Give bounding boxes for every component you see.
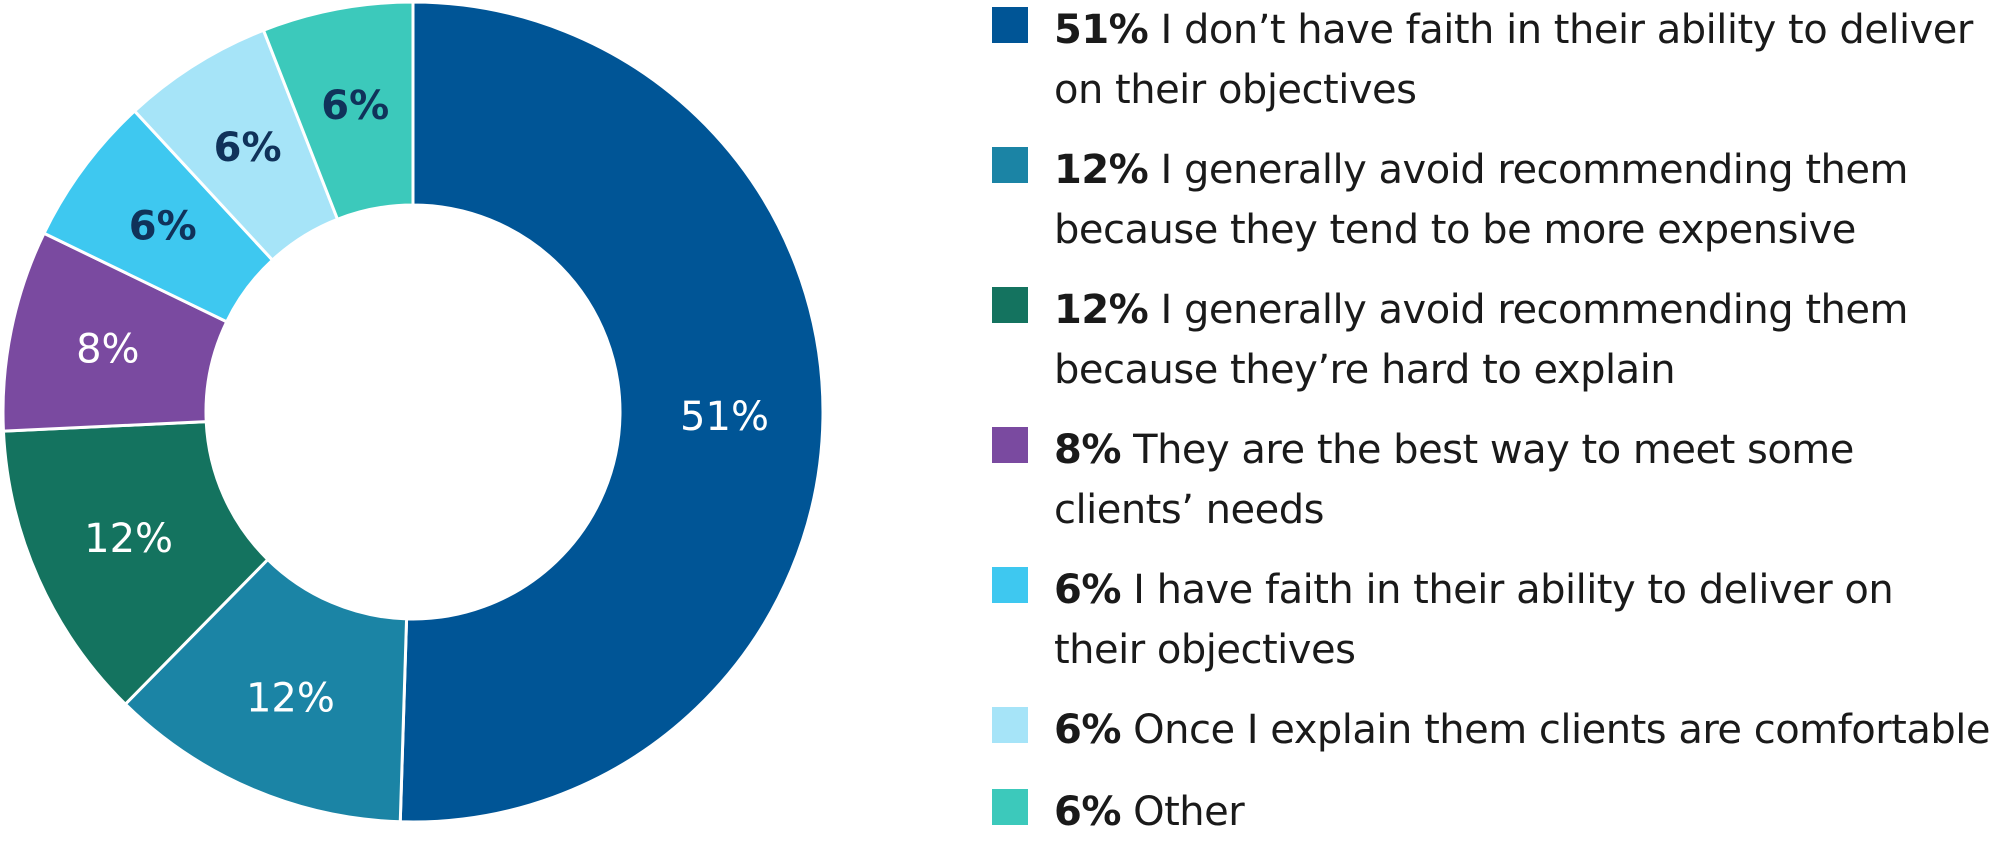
legend-swatch-7 bbox=[992, 789, 1028, 825]
legend-category-3: I generally avoid recommending them beca… bbox=[1054, 287, 1908, 393]
legend-swatch-1 bbox=[992, 7, 1028, 43]
legend-label-1: 51% I don’t have faith in their ability … bbox=[1054, 0, 1994, 120]
legend-percent-7: 6% bbox=[1054, 789, 1121, 835]
slice-label-5: 6% bbox=[129, 204, 197, 250]
legend-category-5: I have faith in their ability to deliver… bbox=[1054, 567, 1894, 673]
legend-category-6: Once I explain them clients are comforta… bbox=[1120, 707, 1990, 753]
legend-swatch-3 bbox=[992, 287, 1028, 323]
legend-label-5: 6% I have faith in their ability to deli… bbox=[1054, 560, 1994, 680]
legend-swatch-5 bbox=[992, 567, 1028, 603]
slice-7 bbox=[261, 0, 415, 222]
legend-label-7: 6% Other bbox=[1054, 782, 1994, 842]
slice-label-4: 8% bbox=[76, 326, 139, 372]
legend-percent-6: 6% bbox=[1054, 707, 1121, 753]
legend-label-4: 8% They are the best way to meet some cl… bbox=[1054, 420, 1994, 540]
legend-label-3: 12% I generally avoid recommending them … bbox=[1054, 280, 1994, 400]
legend-percent-2: 12% bbox=[1054, 147, 1149, 193]
legend-swatch-2 bbox=[992, 147, 1028, 183]
slice-label-1: 51% bbox=[680, 394, 769, 440]
donut-slices bbox=[1, 0, 825, 824]
slice-label-3: 12% bbox=[84, 516, 173, 562]
slice-3 bbox=[1, 420, 270, 707]
slice-label-6: 6% bbox=[214, 125, 282, 171]
legend: 51% I don’t have faith in their ability … bbox=[992, 0, 1997, 835]
donut-chart: 51% 12% 12% 8% 6% 6% 6% bbox=[1, 0, 825, 824]
slice-label-2: 12% bbox=[246, 675, 335, 721]
slice-labels: 51% 12% 12% 8% 6% 6% 6% bbox=[76, 83, 769, 722]
legend-category-1: I don’t have faith in their ability to d… bbox=[1054, 7, 1973, 113]
legend-percent-1: 51% bbox=[1054, 7, 1149, 53]
legend-label-6: 6% Once I explain them clients are comfo… bbox=[1054, 700, 1994, 760]
legend-percent-3: 12% bbox=[1054, 287, 1149, 333]
legend-category-7: Other bbox=[1120, 789, 1245, 835]
legend-percent-4: 8% bbox=[1054, 427, 1121, 473]
slice-2 bbox=[123, 557, 409, 824]
slice-label-7: 6% bbox=[321, 83, 389, 129]
legend-label-2: 12% I generally avoid recommending them … bbox=[1054, 140, 1994, 260]
legend-swatch-6 bbox=[992, 707, 1028, 743]
legend-swatch-4 bbox=[992, 427, 1028, 463]
legend-percent-5: 6% bbox=[1054, 567, 1121, 613]
slice-1 bbox=[398, 0, 825, 824]
legend-category-2: I generally avoid recommending them beca… bbox=[1054, 147, 1908, 253]
legend-category-4: They are the best way to meet some clien… bbox=[1054, 427, 1854, 533]
